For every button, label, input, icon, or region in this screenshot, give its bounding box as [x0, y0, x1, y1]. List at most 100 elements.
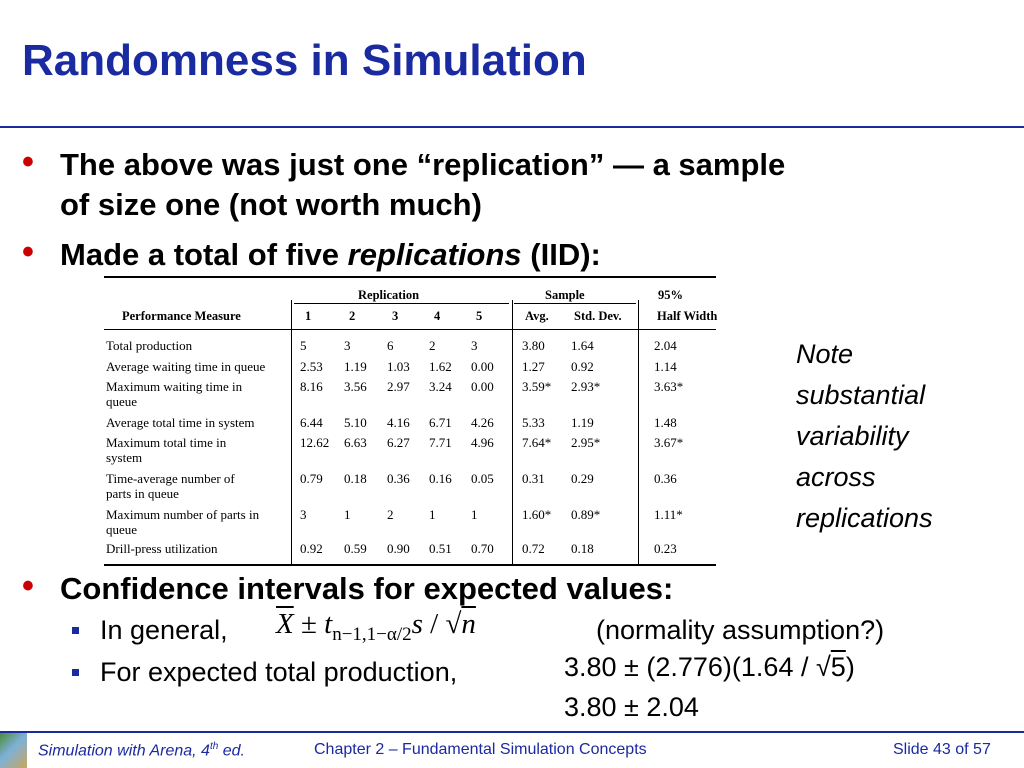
table-vrule-3 [638, 300, 639, 566]
table-bottom-rule [104, 564, 716, 566]
table-cell: 0.70 [471, 541, 494, 556]
table-cell: 3.24 [429, 379, 452, 394]
column-header: Avg. [525, 309, 549, 323]
table-cell: 2.93* [571, 379, 601, 394]
column-header: Half Width [657, 309, 718, 323]
table-row-label: Average total time in system [106, 415, 255, 430]
table-cell: 0.92 [300, 541, 323, 556]
ci-formula-general: X ± tn−1,1−α/2s / √n [276, 608, 476, 645]
table-cell: 0.79 [300, 471, 323, 486]
table-cell: 0.23 [654, 541, 677, 556]
table-vrule-1 [291, 300, 292, 566]
column-header: Std. Dev. [574, 309, 622, 323]
table-cell: 3.56 [344, 379, 367, 394]
table-cell: 3.67* [654, 435, 684, 450]
table-cell: 0.31 [522, 471, 545, 486]
table-row-label: parts in queue [106, 486, 179, 501]
replication-underline [294, 303, 509, 304]
table-cell: 5.33 [522, 415, 545, 430]
table-cell: 0.00 [471, 379, 494, 394]
table-cell: 0.16 [429, 471, 452, 486]
table-cell: 0.72 [522, 541, 545, 556]
column-header: 5 [476, 309, 483, 323]
table-cell: 1 [344, 507, 351, 522]
table-row-label: system [106, 450, 143, 465]
normality-note: (normality assumption?) [596, 615, 885, 645]
table-cell: 1.60* [522, 507, 552, 522]
table-cell: 7.71 [429, 435, 452, 450]
column-header: 1 [305, 309, 312, 323]
ci-formula-production: 3.80 ± (2.776)(1.64 / √5) [564, 652, 855, 682]
table-cell: 0.18 [571, 541, 594, 556]
table-cell: 3 [344, 338, 351, 353]
bullet-text-line1: The above was just one “replication” — a… [60, 147, 786, 182]
results-table: Replication Sample 95% Performance Measu… [104, 276, 718, 566]
table-cell: 3 [471, 338, 478, 353]
title-divider [0, 126, 1024, 128]
column-header: Performance Measure [122, 309, 241, 323]
table-row-label: Time-average number of [106, 471, 235, 486]
table-cell: 1.19 [344, 359, 367, 374]
table-row-label: Drill-press utilization [106, 541, 218, 556]
bullet-dot: • [22, 143, 34, 181]
table-vrule-2 [512, 300, 513, 566]
table-cell: 3.80 [522, 338, 545, 353]
table-cell: 1.14 [654, 359, 677, 374]
table-cell: 5 [300, 338, 307, 353]
group-header-95pct: 95% [658, 288, 683, 302]
table-cell: 3 [300, 507, 307, 522]
table-cell: 6.27 [387, 435, 410, 450]
slide-title: Randomness in Simulation [22, 36, 587, 85]
table-cell: 4.96 [471, 435, 494, 450]
side-note: Note substantial variability across repl… [796, 334, 933, 539]
table-row-label: Average waiting time in queue [106, 359, 266, 374]
bullet-text: Made a total of five replications (IID): [60, 237, 601, 272]
column-header: 2 [349, 309, 356, 323]
table-cell: 12.62 [300, 435, 330, 450]
sample-underline [514, 303, 636, 304]
table-row-label: Total production [106, 338, 193, 353]
subbullet-square [72, 627, 79, 634]
table-cell: 4.16 [387, 415, 410, 430]
table-cell: 0.89* [571, 507, 601, 522]
table-cell: 6.44 [300, 415, 323, 430]
subbullet-label: For expected total production, [100, 657, 458, 687]
bullet-text: Confidence intervals for expected values… [60, 571, 674, 606]
table-cell: 1.19 [571, 415, 594, 430]
note-line: variability [796, 421, 909, 451]
table-cell: 0.51 [429, 541, 452, 556]
table-row-label: queue [106, 522, 138, 537]
table-cell: 3.63* [654, 379, 684, 394]
table-top-rule [104, 276, 716, 278]
table-cell: 6 [387, 338, 394, 353]
table-cell: 2 [387, 507, 394, 522]
table-cell: 6.63 [344, 435, 367, 450]
table-cell: 1.11* [654, 507, 683, 522]
table-cell: 0.00 [471, 359, 494, 374]
table-cell: 1 [429, 507, 436, 522]
footer-slide-number: Slide 43 of 57 [893, 741, 991, 758]
table-cell: 0.36 [387, 471, 410, 486]
table-cell: 0.92 [571, 359, 594, 374]
footer-book-title: Simulation with Arena, 4th ed. [38, 741, 245, 760]
table-cell: 0.36 [654, 471, 677, 486]
bullet-dot: • [22, 233, 34, 271]
table-row-label: Maximum waiting time in [106, 379, 243, 394]
ci-result-production: 3.80 ± 2.04 [564, 692, 699, 722]
table-cell: 0.90 [387, 541, 410, 556]
emphasis-replications: replications [347, 237, 522, 272]
table-cell: 5.10 [344, 415, 367, 430]
bullet-text-line2: of size one (not worth much) [60, 187, 482, 222]
table-cell: 1.48 [654, 415, 677, 430]
table-cell: 2.04 [654, 338, 677, 353]
column-header: 3 [392, 309, 399, 323]
table-cell: 0.05 [471, 471, 494, 486]
group-header-sample: Sample [545, 288, 585, 302]
table-cell: 2.97 [387, 379, 410, 394]
table-cell: 3.59* [522, 379, 552, 394]
table-row-label: Maximum number of parts in [106, 507, 260, 522]
subbullet-square [72, 669, 79, 676]
table-cell: 6.71 [429, 415, 452, 430]
note-line: replications [796, 503, 933, 533]
note-line: substantial [796, 380, 926, 410]
